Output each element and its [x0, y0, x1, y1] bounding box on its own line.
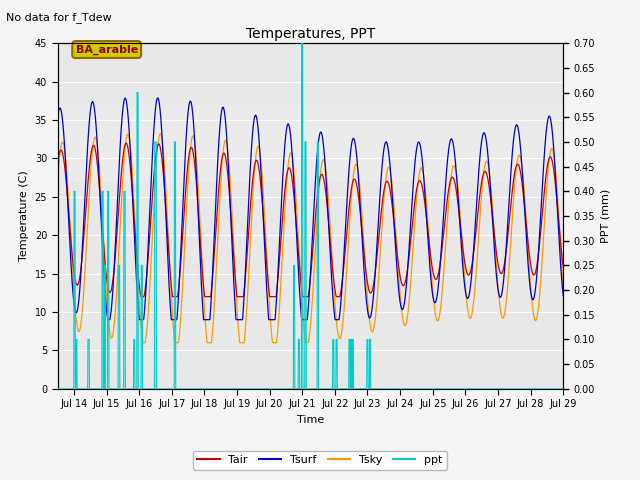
X-axis label: Time: Time [297, 415, 324, 425]
Y-axis label: PPT (mm): PPT (mm) [601, 189, 611, 243]
Legend: Tair, Tsurf, Tsky, ppt: Tair, Tsurf, Tsky, ppt [193, 451, 447, 469]
Bar [58, 105, 563, 181]
Text: No data for f_Tdew: No data for f_Tdew [6, 12, 112, 23]
Title: Temperatures, PPT: Temperatures, PPT [246, 27, 375, 41]
Text: BA_arable: BA_arable [76, 45, 138, 55]
Y-axis label: Temperature (C): Temperature (C) [19, 170, 29, 262]
